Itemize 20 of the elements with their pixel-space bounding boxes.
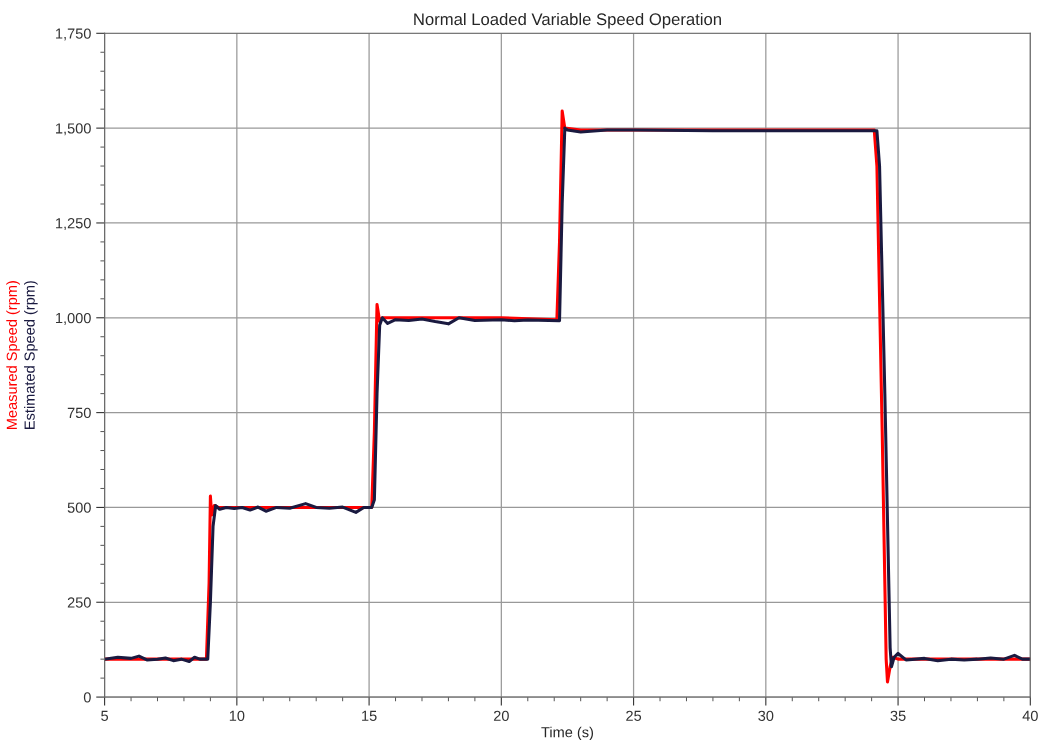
y-tick-label: 1,500 bbox=[56, 123, 91, 136]
y-tick-label: 0 bbox=[83, 692, 91, 703]
y-tick-label: 1,250 bbox=[56, 218, 91, 231]
x-tick-label: 20 bbox=[493, 710, 509, 721]
x-tick-label: 15 bbox=[362, 710, 377, 721]
y-tick-label: 1,750 bbox=[56, 28, 91, 41]
y-tick-label: 1,000 bbox=[56, 312, 91, 325]
x-tick-label: 30 bbox=[758, 710, 774, 721]
y-tick-label: 250 bbox=[67, 597, 91, 608]
text: Estimated Speed (rpm) bbox=[24, 281, 38, 429]
x-tick-label: 10 bbox=[229, 710, 245, 721]
x-tick-label: 5 bbox=[101, 710, 109, 721]
x-tick-label: 25 bbox=[626, 710, 642, 721]
x-axis-title: Time (s) bbox=[541, 726, 594, 740]
y-tick-label: 750 bbox=[67, 407, 91, 419]
x-tick-label: 40 bbox=[1022, 710, 1038, 721]
y-tick-label: 500 bbox=[67, 502, 91, 513]
chart-title: Normal Loaded Variable Speed Operation bbox=[414, 12, 721, 29]
text: Measured Speed (rpm) bbox=[6, 281, 20, 429]
x-tick-label: 35 bbox=[890, 710, 906, 721]
